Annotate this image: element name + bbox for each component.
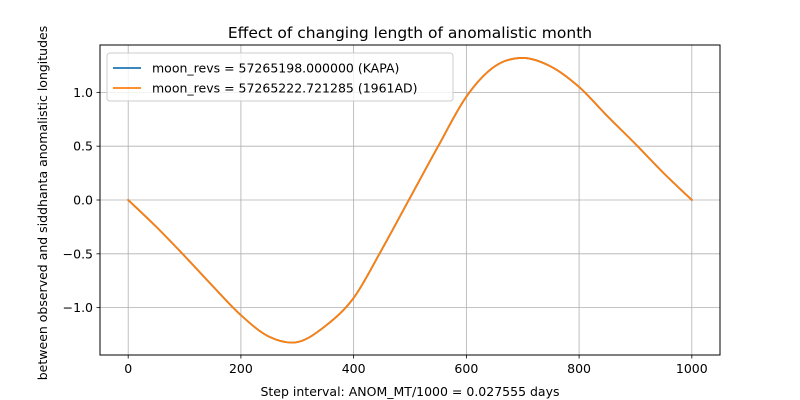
axis-ticks: 0 200 400 600 800 1000 −1.0 −0.5 0.0 0.5 1.0: [63, 85, 708, 376]
y-axis-label: between observed and siddhanta anomalist…: [35, 26, 50, 381]
x-tick-label: 1000: [676, 361, 708, 376]
y-tick-label: 1.0: [73, 85, 93, 100]
series-lines: [126, 57, 694, 344]
y-tick-label: 0.0: [73, 193, 93, 208]
series-line-1: [126, 57, 694, 344]
legend-label-1961ad: moon_revs = 57265222.721285 (1961AD): [152, 81, 418, 96]
x-tick-label: 200: [229, 361, 253, 376]
y-tick-label: 0.5: [73, 139, 93, 154]
x-tick-label: 800: [567, 361, 591, 376]
chart-title: Effect of changing length of anomalistic…: [228, 24, 592, 42]
x-tick-label: 0: [124, 361, 132, 376]
y-tick-label: −1.0: [63, 300, 93, 315]
legend: moon_revs = 57265198.000000 (KAPA) moon_…: [106, 52, 454, 102]
x-axis-label: Step interval: ANOM_MT/1000 = 0.027555 d…: [260, 384, 559, 399]
legend-label-kapa: moon_revs = 57265198.000000 (KAPA): [152, 61, 399, 76]
y-tick-label: −0.5: [63, 246, 93, 261]
x-tick-label: 600: [454, 361, 478, 376]
legend-box: [106, 52, 454, 102]
x-tick-label: 400: [342, 361, 366, 376]
